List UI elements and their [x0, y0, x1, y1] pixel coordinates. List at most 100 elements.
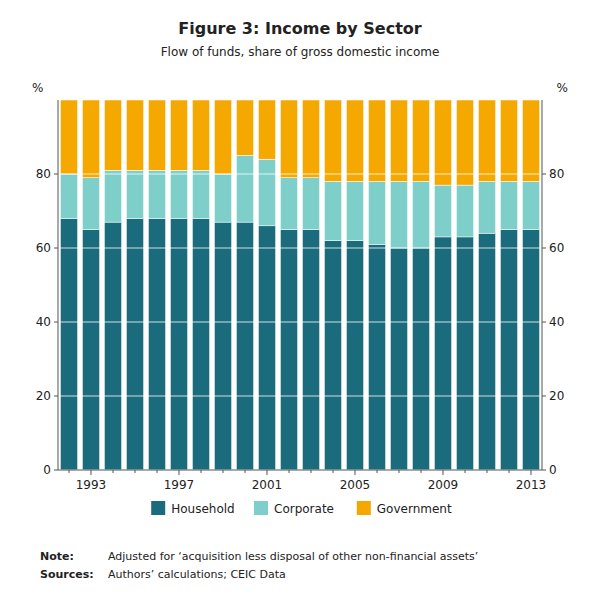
y-tick-label: 60 — [36, 241, 51, 255]
bar — [324, 100, 341, 181]
bar — [170, 218, 187, 470]
bar — [302, 230, 319, 471]
y2-axis-line — [542, 100, 543, 470]
y2-axis-label: % — [557, 81, 568, 95]
y2-tick-label: 20 — [549, 389, 564, 403]
bar — [148, 218, 165, 470]
x-axis-line — [58, 470, 542, 471]
legend: HouseholdCorporateGovernment — [151, 501, 452, 516]
x-tick — [267, 470, 268, 475]
bar — [60, 218, 77, 470]
bar — [280, 230, 297, 471]
x-minor-tick — [465, 470, 466, 473]
x-minor-tick — [377, 470, 378, 473]
series-0 — [60, 218, 539, 470]
x-tick — [179, 470, 180, 475]
legend-swatch — [151, 501, 165, 515]
bar — [170, 100, 187, 170]
bar — [82, 178, 99, 230]
y2-tick — [542, 396, 546, 397]
subtitle: Flow of funds, share of gross domestic i… — [161, 45, 440, 59]
y2-tick-label: 0 — [549, 463, 557, 477]
bar — [192, 170, 209, 218]
grid — [58, 174, 542, 470]
y-axis-label: % — [32, 81, 43, 95]
x-tick — [355, 470, 356, 475]
bar — [434, 185, 451, 237]
series-2 — [60, 100, 539, 185]
bar — [368, 244, 385, 470]
bar — [478, 233, 495, 470]
legend-swatch — [254, 501, 268, 515]
legend-swatch — [357, 501, 371, 515]
y2-tick-label: 80 — [549, 167, 564, 181]
bar — [214, 100, 231, 174]
chart: Figure 3: Income by Sector Flow of funds,… — [0, 0, 600, 605]
x-minor-tick — [113, 470, 114, 473]
bar — [148, 100, 165, 170]
bar — [434, 237, 451, 470]
bars — [60, 100, 539, 470]
y-tick — [54, 322, 58, 323]
title: Figure 3: Income by Sector — [178, 19, 422, 38]
x-tick-label: 2005 — [340, 478, 371, 492]
bar — [280, 178, 297, 230]
bar — [412, 248, 429, 470]
y2-tick — [542, 174, 546, 175]
bar — [522, 230, 539, 471]
bar — [104, 222, 121, 470]
bar — [412, 181, 429, 248]
bar — [302, 100, 319, 178]
y2-tick-label: 40 — [549, 315, 564, 329]
sources-label: Sources: — [40, 568, 94, 581]
bar — [82, 230, 99, 471]
bar — [456, 185, 473, 237]
x-minor-tick — [487, 470, 488, 473]
note-text: Adjusted for ‘acquisition less disposal … — [108, 550, 478, 563]
bar — [346, 241, 363, 470]
bar — [126, 218, 143, 470]
y-tick — [54, 396, 58, 397]
axes: 0204060800204060801993199720012005200920… — [36, 100, 565, 492]
bar — [478, 100, 495, 181]
bar — [192, 218, 209, 470]
grid-line — [58, 248, 542, 249]
x-tick — [443, 470, 444, 475]
bar — [456, 237, 473, 470]
y2-tick — [542, 470, 546, 471]
bar — [60, 100, 77, 174]
bar — [236, 222, 253, 470]
x-minor-tick — [135, 470, 136, 473]
y-tick — [54, 248, 58, 249]
x-tick-label: 2001 — [252, 478, 283, 492]
bar — [148, 170, 165, 218]
bar — [280, 100, 297, 178]
x-minor-tick — [311, 470, 312, 473]
y-tick — [54, 174, 58, 175]
y-tick — [54, 470, 58, 471]
x-minor-tick — [509, 470, 510, 473]
bar — [412, 100, 429, 181]
y-tick-label: 0 — [43, 463, 51, 477]
bar — [258, 100, 275, 159]
bar — [500, 230, 517, 471]
legend-label: Government — [377, 502, 452, 516]
grid-line — [58, 174, 542, 175]
bar — [236, 100, 253, 156]
bar — [456, 100, 473, 185]
bar — [170, 170, 187, 218]
x-minor-tick — [201, 470, 202, 473]
bar — [434, 100, 451, 185]
bar — [302, 178, 319, 230]
bar — [192, 100, 209, 170]
x-minor-tick — [333, 470, 334, 473]
bar — [82, 100, 99, 178]
x-tick-label: 1993 — [76, 478, 107, 492]
bar — [368, 181, 385, 244]
bar — [104, 170, 121, 222]
bar — [214, 174, 231, 222]
grid-line — [58, 470, 542, 471]
bar — [522, 181, 539, 229]
note-label: Note: — [40, 550, 74, 563]
bar — [346, 100, 363, 181]
